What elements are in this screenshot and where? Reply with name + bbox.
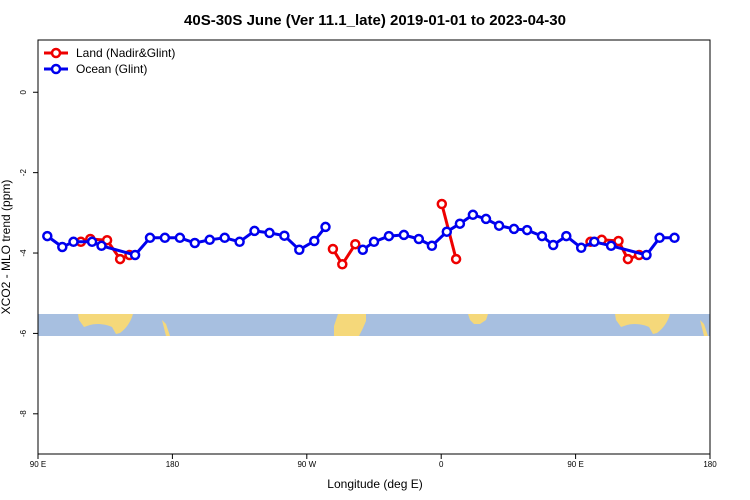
series-ocean	[42, 209, 680, 261]
x-tick-label: 90 W	[297, 460, 316, 469]
x-axis: 90 E 180 90 W 0 90 E 180	[30, 454, 717, 469]
data-point	[219, 232, 230, 244]
data-point	[413, 233, 425, 245]
data-point	[159, 232, 171, 244]
data-point	[204, 234, 215, 246]
data-point	[641, 249, 652, 261]
chart-title: 40S-30S June (Ver 11.1_late) 2019-01-01 …	[184, 12, 566, 29]
data-point	[350, 238, 361, 250]
data-point	[561, 230, 572, 242]
data-point	[42, 230, 53, 242]
legend-land-marker	[50, 47, 62, 59]
data-point	[68, 236, 79, 248]
data-point	[398, 229, 410, 241]
data-point	[669, 232, 680, 244]
x-tick-label: 180	[703, 460, 717, 469]
x-tick-label: 0	[439, 460, 444, 469]
x-tick-label: 180	[166, 460, 180, 469]
legend: Land (Nadir&Glint) Ocean (Glint)	[44, 46, 175, 76]
data-point	[114, 253, 126, 265]
y-axis-label: XCO2 - MLO trend (ppm)	[0, 180, 13, 315]
data-point	[426, 240, 438, 252]
legend-land-label: Land (Nadir&Glint)	[76, 46, 175, 60]
data-point	[320, 221, 331, 233]
data-point	[129, 249, 141, 261]
data-point	[279, 230, 290, 241]
data-point	[622, 253, 634, 265]
x-axis-label: Longitude (deg E)	[327, 477, 422, 491]
map-ocean	[38, 314, 710, 336]
data-point	[450, 253, 462, 265]
data-point	[357, 244, 369, 256]
data-point	[249, 225, 260, 237]
data-point	[480, 213, 492, 225]
y-tick-label: -4	[19, 249, 28, 257]
y-tick-label: -8	[19, 410, 28, 418]
data-point	[508, 223, 520, 235]
series-layer	[42, 198, 680, 270]
data-point	[521, 224, 533, 236]
data-point	[144, 232, 156, 244]
data-point	[368, 236, 380, 248]
map-strip	[38, 314, 710, 336]
data-point	[294, 244, 305, 256]
data-point	[441, 226, 453, 237]
y-tick-label: -2	[19, 169, 28, 177]
data-point	[327, 243, 339, 255]
data-point	[383, 230, 395, 242]
x-tick-label: 90 E	[567, 460, 583, 469]
legend-ocean-label: Ocean (Glint)	[76, 62, 147, 76]
map-land-africa	[468, 314, 488, 324]
data-point	[337, 259, 348, 270]
map-land-south-america	[334, 314, 366, 336]
data-point	[654, 232, 665, 244]
legend-ocean-marker	[50, 63, 62, 75]
data-point	[96, 240, 107, 252]
data-point	[589, 236, 600, 248]
data-point	[57, 241, 68, 253]
data-point	[536, 230, 548, 242]
data-point	[547, 239, 559, 251]
data-point	[174, 232, 186, 244]
x-tick-label: 90 E	[30, 460, 46, 469]
series-line	[361, 213, 675, 257]
data-point	[436, 198, 448, 210]
y-tick-label: 0	[19, 89, 28, 94]
data-point	[575, 242, 587, 254]
data-point	[86, 236, 98, 248]
map-land-australia-right	[615, 314, 670, 334]
data-point	[189, 237, 201, 249]
y-axis: 0 -2 -4 -6 -8	[19, 89, 38, 417]
data-point	[234, 236, 245, 248]
plot-frame	[37, 39, 711, 455]
map-land-australia-left	[78, 314, 133, 334]
y-tick-label: -6	[19, 329, 28, 337]
data-point	[613, 235, 624, 247]
data-point	[309, 235, 320, 247]
data-point	[454, 218, 466, 229]
data-point	[264, 227, 275, 239]
data-point	[605, 240, 617, 252]
data-point	[467, 209, 479, 221]
map-land-newzealand-right	[700, 320, 708, 336]
data-point	[493, 220, 505, 231]
map-land-newzealand-left	[162, 320, 170, 336]
